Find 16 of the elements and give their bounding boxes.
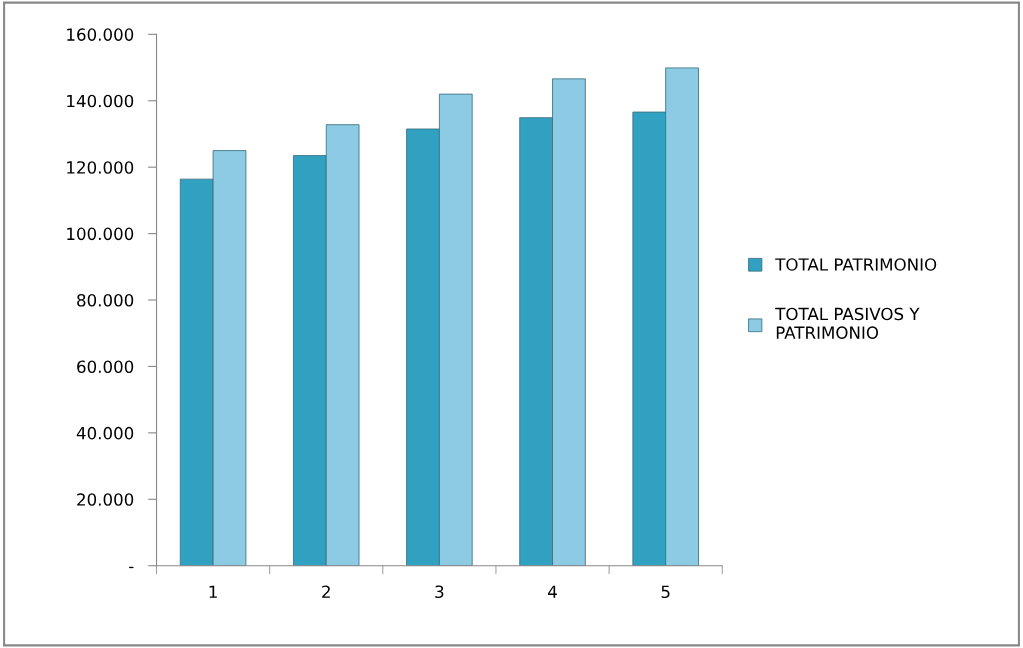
y-tick-label: 20.000 bbox=[77, 493, 134, 506]
y-tick-label: 100.000 bbox=[67, 227, 134, 241]
legend-label: TOTAL PATRIMONIO bbox=[775, 258, 937, 271]
y-tick-label: 60.000 bbox=[77, 360, 134, 374]
y-tick-label: 80.000 bbox=[77, 293, 134, 307]
x-tick-label: 4 bbox=[548, 585, 557, 598]
x-tick-label: 5 bbox=[661, 585, 670, 599]
y-tick-label: 40.000 bbox=[76, 426, 134, 440]
x-tick-label: 3 bbox=[435, 585, 444, 599]
x-tick-label: 1 bbox=[209, 585, 217, 598]
y-tick-label: 160.000 bbox=[67, 28, 134, 41]
y-tick-label: - bbox=[129, 566, 134, 569]
y-tick-label: 140.000 bbox=[67, 94, 134, 108]
y-tick-label: 120.000 bbox=[67, 161, 134, 174]
legend-label: TOTAL PASIVOS Y PATRIMONIO bbox=[775, 307, 920, 339]
x-tick-label: 2 bbox=[322, 585, 330, 598]
